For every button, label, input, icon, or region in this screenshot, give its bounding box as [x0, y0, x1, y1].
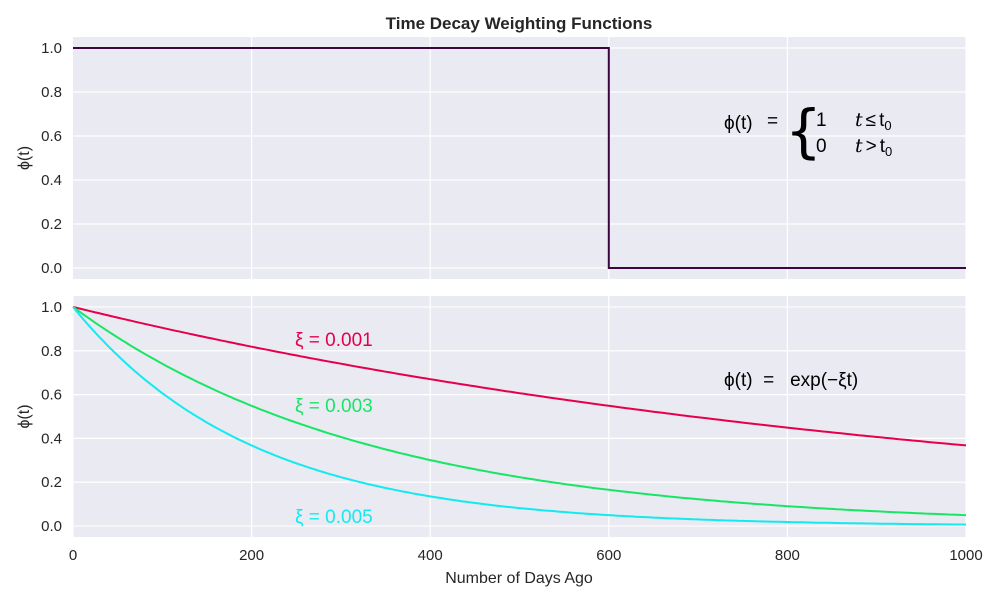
- y-tick-label: 0.0: [41, 518, 62, 535]
- y-tick-label: 0.2: [41, 474, 62, 491]
- x-tick-label: 200: [239, 547, 264, 564]
- y-tick-label: 0.6: [41, 128, 62, 145]
- bottom-gridlines: [72, 296, 967, 537]
- case1-condition: t ≤ t0: [855, 109, 892, 133]
- x-tick-label: 600: [596, 547, 621, 564]
- case2-condition: t > t0: [855, 135, 892, 159]
- series-label-3: ξ = 0.005: [295, 507, 373, 528]
- panel-top-step-function: 0.00.20.40.60.81.0 ϕ(t) ϕ(t) = { 1 0 t ≤ t…: [16, 37, 967, 279]
- formula-lhs: ϕ(t): [724, 113, 753, 134]
- case2-value: 0: [816, 136, 827, 157]
- bottom-y-axis-label: ϕ(t): [16, 404, 33, 428]
- x-tick-label: 1000: [949, 547, 982, 564]
- top-plot-background: [73, 37, 966, 279]
- x-tick-labels: 0 200 400 600 800 1000: [69, 547, 983, 564]
- case1-value: 1: [816, 110, 827, 131]
- case2-var: t: [855, 135, 863, 157]
- series-labels: ξ = 0.001 ξ = 0.003 ξ = 0.005: [295, 330, 373, 528]
- bottom-plot-background: [73, 296, 966, 537]
- x-tick-label: 400: [418, 547, 443, 564]
- top-series: [73, 47, 966, 269]
- top-y-tick-labels: 0.0 0.2 0.4 0.6 0.8 1.0: [41, 40, 62, 277]
- case1-t: t: [879, 110, 885, 131]
- chart-title: Time Decay Weighting Functions: [386, 14, 653, 33]
- case2-sub: 0: [885, 144, 892, 159]
- series-line-3: [72, 306, 967, 526]
- series-line-2: [72, 306, 967, 517]
- y-tick-label: 0.8: [41, 343, 62, 360]
- panel-bottom-exponential-decay: 0.0 0.2 0.4 0.6 0.8 1.0 0 200 400 600 800 1000 ξ =…: [16, 296, 983, 587]
- x-axis-label: Number of Days Ago: [445, 570, 593, 587]
- y-tick-label: 0.4: [41, 172, 62, 189]
- case2-op: >: [866, 136, 877, 157]
- exp-formula-annotation: ϕ(t) = exp(−ξt): [724, 370, 858, 391]
- series-label-1: ξ = 0.001: [295, 330, 373, 351]
- y-tick-label: 0.8: [41, 84, 62, 101]
- x-tick-label: 0: [69, 547, 77, 564]
- case1-sub: 0: [884, 118, 891, 133]
- bottom-y-tick-labels: 0.0 0.2 0.4 0.6 0.8 1.0: [41, 299, 62, 535]
- bottom-series: [72, 306, 967, 526]
- y-tick-label: 0.6: [41, 387, 62, 404]
- formula-equals: =: [767, 111, 778, 132]
- y-tick-label: 1.0: [41, 40, 62, 57]
- case1-op: ≤: [866, 110, 876, 131]
- case2-t: t: [880, 136, 886, 157]
- series-line-1: [73, 47, 966, 269]
- y-tick-label: 0.0: [41, 260, 62, 277]
- case1-var: t: [855, 109, 863, 131]
- y-tick-label: 1.0: [41, 299, 62, 316]
- x-tick-label: 800: [775, 547, 800, 564]
- y-tick-label: 0.2: [41, 216, 62, 233]
- y-tick-label: 0.4: [41, 430, 62, 447]
- series-label-2: ξ = 0.003: [295, 396, 373, 417]
- step-formula-annotation: ϕ(t) = { 1 0 t ≤ t0 t > t0: [724, 97, 892, 165]
- top-y-axis-label: ϕ(t): [16, 146, 33, 170]
- series-line-1: [72, 306, 967, 447]
- formula-brace: {: [785, 97, 822, 165]
